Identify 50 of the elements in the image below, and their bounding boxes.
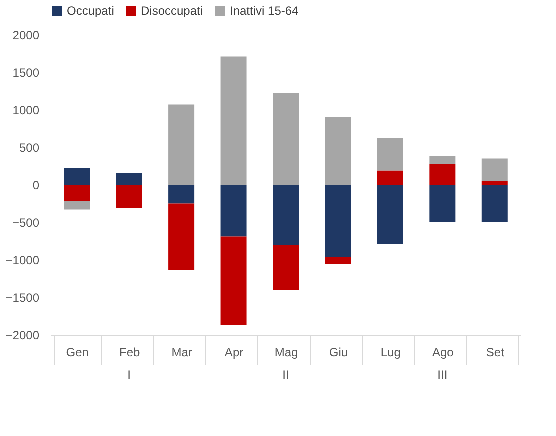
y-tick-label: 2000 (12, 28, 40, 42)
x-tick-label: Feb (119, 346, 140, 360)
legend-label: Disoccupati (141, 4, 204, 18)
bar (273, 185, 299, 245)
bar (220, 185, 247, 237)
x-tick-label: Set (486, 346, 506, 360)
x-tick-label: Ago (432, 346, 454, 360)
bar (116, 173, 142, 185)
bar (64, 185, 90, 202)
bar (64, 202, 90, 210)
bar (482, 181, 508, 185)
y-tick-label: −500 (12, 216, 40, 230)
text: I (128, 368, 132, 382)
x-tick-label: Giu (329, 346, 348, 360)
y-tick-label: −1000 (6, 254, 40, 268)
bar (430, 185, 456, 222)
bar (377, 138, 404, 171)
bar (325, 185, 352, 257)
bar (377, 170, 404, 185)
bar (220, 56, 247, 185)
text: III (438, 368, 448, 382)
x-tick-label: Mar (172, 346, 192, 360)
x-tick-label: Lug (380, 346, 401, 360)
bar (168, 104, 195, 185)
bar (325, 118, 352, 185)
bar (273, 245, 299, 290)
x-tick-label: Apr (224, 346, 244, 360)
bar (116, 185, 142, 208)
bar (220, 236, 247, 326)
y-tick-label: 500 (19, 141, 40, 155)
bar (168, 204, 195, 270)
bar (482, 158, 508, 182)
bar (64, 168, 90, 185)
y-tick-label: 1000 (12, 104, 40, 118)
y-tick-label: −1500 (6, 291, 40, 305)
y-tick-label: 0 (32, 178, 40, 192)
legend-label: Inattivi 15-64 (230, 4, 300, 18)
bar (430, 164, 456, 185)
x-tick-label: Mag (274, 346, 298, 360)
bar (273, 94, 299, 185)
text: II (282, 368, 290, 382)
x-tick-label: Gen (66, 346, 89, 360)
legend-label: Occupati (67, 4, 114, 18)
bar (430, 156, 456, 164)
bar (168, 185, 195, 204)
bar (325, 257, 352, 264)
bar (377, 185, 404, 244)
y-tick-label: 1500 (12, 66, 40, 80)
y-tick-label: −2000 (6, 328, 40, 342)
bar (482, 185, 508, 222)
